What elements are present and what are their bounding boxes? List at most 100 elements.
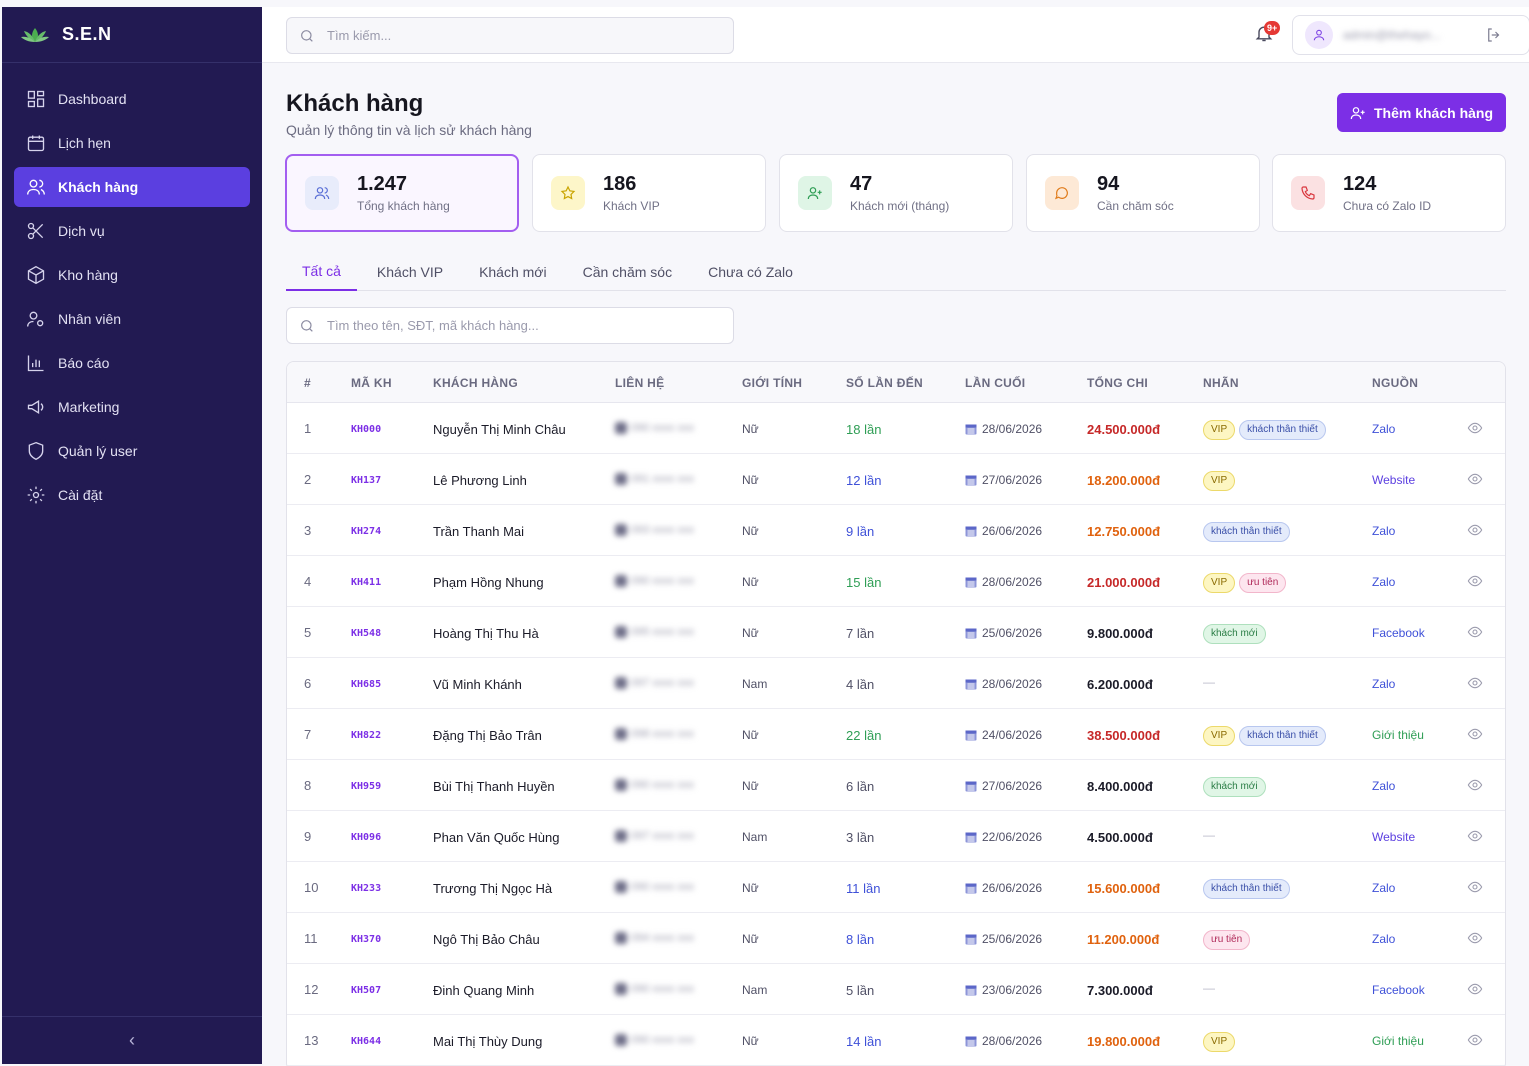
table-row[interactable]: 5 KH548 Hoàng Thị Thu Hà 095 xxxx xxx Nữ 7 lầ… [287, 607, 1505, 658]
customer-code[interactable]: KH274 [351, 526, 382, 537]
customer-name[interactable]: Bùi Thị Thanh Huyền [433, 779, 555, 794]
customer-code[interactable]: KH411 [351, 577, 382, 588]
customer-name[interactable]: Mai Thị Thùy Dung [433, 1034, 543, 1049]
customer-name[interactable]: Phạm Hồng Nhung [433, 575, 544, 590]
sidebar-item-gear[interactable]: Cài đặt [14, 475, 250, 515]
sidebar-item-bar-chart[interactable]: Báo cáo [14, 343, 250, 383]
stat-card[interactable]: 47 Khách mới (tháng) [779, 154, 1013, 232]
view-button[interactable] [1467, 879, 1483, 898]
last-visit: 23/06/2026 [965, 983, 1042, 997]
view-button[interactable] [1467, 624, 1483, 643]
table-row[interactable]: 7 KH822 Đặng Thị Bảo Trân 098 xxxx xxx Nữ 22 … [287, 709, 1505, 760]
column-header[interactable]: GIỚI TÍNH [742, 376, 803, 390]
eye-icon [1467, 983, 1483, 995]
tab[interactable]: Chưa có Zalo [708, 263, 793, 280]
view-button[interactable] [1467, 471, 1483, 490]
table-row[interactable]: 4 KH411 Phạm Hồng Nhung 090 xxxx xxx Nữ 15 lầ… [287, 556, 1505, 607]
customer-code[interactable]: KH644 [351, 1036, 382, 1047]
column-header[interactable]: NGUỒN [1372, 376, 1419, 390]
visit-count: 4 lần [846, 677, 875, 692]
stat-card[interactable]: 186 Khách VIP [532, 154, 766, 232]
add-customer-button[interactable]: Thêm khách hàng [1337, 93, 1506, 132]
column-header[interactable]: LẦN CUỐI [965, 376, 1026, 390]
brand[interactable]: S.E.N [2, 7, 262, 63]
view-button[interactable] [1467, 675, 1483, 694]
customer-name[interactable]: Trương Thị Ngọc Hà [433, 881, 553, 896]
table-search[interactable] [286, 307, 734, 344]
customer-name[interactable]: Ngô Thị Bảo Châu [433, 932, 540, 947]
table-row[interactable]: 12 KH507 Đinh Quang Minh 090 xxxx xxx Nam 5 l… [287, 964, 1505, 1015]
table-row[interactable]: 1 KH000 Nguyễn Thị Minh Châu 090 xxxx xxx Nữ… [287, 403, 1505, 454]
box-icon [27, 265, 45, 285]
table-row[interactable]: 10 KH233 Trương Thị Ngọc Hà 090 xxxx xxx Nữ 1… [287, 862, 1505, 913]
customer-name[interactable]: Nguyễn Thị Minh Châu [433, 422, 566, 437]
customer-code[interactable]: KH548 [351, 628, 382, 639]
customer-code[interactable]: KH959 [351, 781, 382, 792]
customer-code[interactable]: KH000 [351, 424, 382, 435]
sidebar-item-shield[interactable]: Quản lý user [14, 431, 250, 471]
stat-card[interactable]: 1.247 Tổng khách hàng [285, 154, 519, 232]
view-button[interactable] [1467, 828, 1483, 847]
table-row[interactable]: 13 KH644 Mai Thị Thùy Dung 090 xxxx xxx Nữ 14… [287, 1015, 1505, 1066]
global-search-input[interactable] [327, 28, 707, 43]
table-row[interactable]: 9 KH096 Phan Văn Quốc Hùng 097 xxxx xxx Nam 3… [287, 811, 1505, 862]
view-button[interactable] [1467, 420, 1483, 439]
global-search[interactable] [286, 17, 734, 54]
view-button[interactable] [1467, 981, 1483, 1000]
user-menu[interactable]: admin@thehayo... [1292, 15, 1529, 55]
last-visit: 26/06/2026 [965, 881, 1042, 895]
sidebar-item-dashboard[interactable]: Dashboard [14, 79, 250, 119]
view-button[interactable] [1467, 1032, 1483, 1051]
tab[interactable]: Tất cả [286, 252, 357, 291]
column-header[interactable]: MÃ KH [351, 376, 392, 390]
column-header[interactable]: TỔNG CHI [1087, 376, 1149, 390]
customer-code[interactable]: KH685 [351, 679, 382, 690]
customer-code[interactable]: KH370 [351, 934, 382, 945]
view-button[interactable] [1467, 726, 1483, 745]
table-row[interactable]: 11 KH370 Ngô Thị Bảo Châu 094 xxxx xxx Nữ 8 l… [287, 913, 1505, 964]
customer-name[interactable]: Vũ Minh Khánh [433, 677, 522, 692]
stat-card[interactable]: 124 Chưa có Zalo ID [1272, 154, 1506, 232]
sidebar-item-user-gear[interactable]: Nhân viên [14, 299, 250, 339]
column-header[interactable]: NHÃN [1203, 376, 1239, 390]
sidebar-nav: Dashboard Lịch hẹn Khách hàng Dịch vụ Kho hà… [2, 63, 262, 515]
notification-button[interactable]: 9+ [1254, 21, 1281, 47]
customer-name[interactable]: Đinh Quang Minh [433, 983, 535, 998]
sidebar-item-megaphone[interactable]: Marketing [14, 387, 250, 427]
tab[interactable]: Cần chăm sóc [582, 263, 673, 280]
sidebar-collapse-button[interactable]: ‹ [2, 1016, 262, 1064]
column-header[interactable]: KHÁCH HÀNG [433, 376, 518, 390]
tab[interactable]: Khách mới [479, 263, 547, 280]
stat-card[interactable]: 94 Cần chăm sóc [1026, 154, 1260, 232]
table-row[interactable]: 8 KH959 Bùi Thị Thanh Huyền 090 xxxx xxx Nữ 6… [287, 760, 1505, 811]
customer-code[interactable]: KH822 [351, 730, 382, 741]
sidebar-item-users[interactable]: Khách hàng [14, 167, 250, 207]
sidebar-item-scissors[interactable]: Dịch vụ [14, 211, 250, 251]
customer-contact: 090 xxxx xxx [615, 575, 694, 588]
column-header[interactable]: SỐ LẦN ĐẾN [846, 376, 924, 390]
table-row[interactable]: 2 KH137 Lê Phương Linh 091 xxxx xxx Nữ 12 lần… [287, 454, 1505, 505]
customer-code[interactable]: KH507 [351, 985, 382, 996]
logout-button[interactable] [1485, 26, 1503, 44]
customer-code[interactable]: KH137 [351, 475, 382, 486]
tab[interactable]: Khách VIP [376, 263, 444, 280]
customer-code[interactable]: KH233 [351, 883, 382, 894]
view-button[interactable] [1467, 777, 1483, 796]
customer-name[interactable]: Phan Văn Quốc Hùng [433, 830, 560, 845]
view-button[interactable] [1467, 522, 1483, 541]
customer-name[interactable]: Trần Thanh Mai [433, 524, 525, 539]
column-header[interactable]: # [304, 376, 311, 390]
view-button[interactable] [1467, 573, 1483, 592]
customer-code[interactable]: KH096 [351, 832, 382, 843]
table-search-input[interactable] [327, 318, 707, 333]
table-row[interactable]: 6 KH685 Vũ Minh Khánh 097 xxxx xxx Nam 4 lần 2… [287, 658, 1505, 709]
column-header[interactable]: LIÊN HỆ [615, 376, 665, 390]
customer-name[interactable]: Đặng Thị Bảo Trân [433, 728, 542, 743]
customer-name[interactable]: Hoàng Thị Thu Hà [433, 626, 539, 641]
table-row[interactable]: 3 KH274 Trần Thanh Mai 093 xxxx xxx Nữ 9 lần 2… [287, 505, 1505, 556]
sidebar-item-box[interactable]: Kho hàng [14, 255, 250, 295]
sidebar-item-calendar[interactable]: Lịch hẹn [14, 123, 250, 163]
customer-name[interactable]: Lê Phương Linh [433, 473, 527, 488]
view-button[interactable] [1467, 930, 1483, 949]
bar-chart-icon [27, 355, 44, 372]
